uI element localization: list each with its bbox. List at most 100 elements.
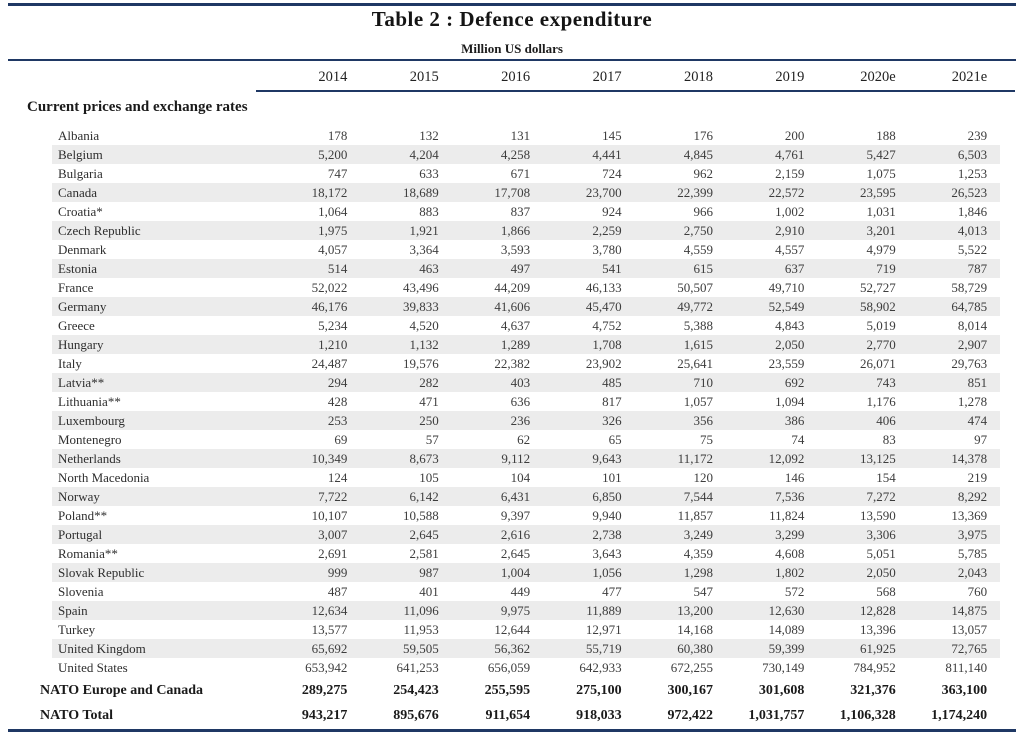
value-cell: 514 xyxy=(327,260,348,276)
value-cell: 719 xyxy=(876,260,896,276)
table-row: Spain 12,634 11,096 9,975 11,889 13,200 12,630… xyxy=(52,601,1000,620)
value-cell: 474 xyxy=(967,412,988,428)
value-cell: 23,559 xyxy=(768,355,805,371)
value-cell: 6,142 xyxy=(409,488,439,504)
value-cell: 253 xyxy=(327,412,348,428)
value-cell: 401 xyxy=(419,583,439,599)
value-cell: 1,866 xyxy=(500,222,531,238)
value-cell: 386 xyxy=(784,412,805,428)
value-cell: 7,536 xyxy=(775,488,805,504)
value-cell: 46,176 xyxy=(311,298,348,314)
value-cell: 61,925 xyxy=(859,640,896,656)
value-cell: 2,750 xyxy=(683,222,713,238)
value-cell: 4,559 xyxy=(683,241,713,257)
value-cell: 428 xyxy=(327,393,348,409)
value-cell: 962 xyxy=(693,165,713,181)
value-cell: 250 xyxy=(419,412,439,428)
value-cell: 5,234 xyxy=(318,317,348,333)
total-row: NATO Total 943,217 895,676 911,654 918,033 97… xyxy=(40,703,1000,728)
value-cell: 572 xyxy=(784,583,805,599)
value-cell: 219 xyxy=(967,469,988,485)
value-cell: 13,577 xyxy=(311,621,348,637)
country-label: Hungary xyxy=(58,336,104,352)
total-value-cell: 895,676 xyxy=(393,707,439,723)
table-row: Norway 7,722 6,142 6,431 6,850 7,544 7,536 7,27… xyxy=(52,487,1000,506)
value-cell: 1,253 xyxy=(957,165,988,181)
header-top-rule xyxy=(8,59,1016,61)
value-cell: 1,921 xyxy=(409,222,439,238)
table-row: Portugal 3,007 2,645 2,616 2,738 3,249 3,299 3,… xyxy=(52,525,1000,544)
value-cell: 1,708 xyxy=(592,336,622,352)
value-cell: 449 xyxy=(510,583,531,599)
country-label: Luxembourg xyxy=(58,412,125,428)
total-value-cell: 943,217 xyxy=(301,707,348,723)
country-label: Slovenia xyxy=(58,583,104,599)
country-label: United States xyxy=(58,659,128,675)
value-cell: 39,833 xyxy=(403,298,439,314)
value-cell: 44,209 xyxy=(494,279,531,295)
value-cell: 49,710 xyxy=(768,279,805,295)
value-cell: 55,719 xyxy=(585,640,622,656)
value-cell: 124 xyxy=(327,469,348,485)
value-cell: 4,637 xyxy=(500,317,531,333)
value-cell: 615 xyxy=(693,260,713,276)
value-cell: 23,902 xyxy=(585,355,622,371)
table-subtitle: Million US dollars xyxy=(461,41,563,56)
value-cell: 1,002 xyxy=(775,203,805,219)
value-cell: 787 xyxy=(967,260,988,276)
value-cell: 924 xyxy=(602,203,622,219)
value-cell: 52,549 xyxy=(768,298,805,314)
year-column-header: 2019 xyxy=(775,69,805,85)
value-cell: 282 xyxy=(419,374,439,390)
value-cell: 8,673 xyxy=(409,450,439,466)
value-cell: 656,059 xyxy=(487,659,531,675)
value-cell: 18,689 xyxy=(403,184,439,200)
value-cell: 3,299 xyxy=(775,526,805,542)
value-cell: 97 xyxy=(974,431,988,447)
value-cell: 101 xyxy=(602,469,622,485)
value-cell: 2,645 xyxy=(409,526,439,542)
value-cell: 2,616 xyxy=(500,526,531,542)
value-cell: 23,700 xyxy=(585,184,622,200)
value-cell: 49,772 xyxy=(677,298,713,314)
value-cell: 5,522 xyxy=(957,241,988,257)
year-column-header: 2014 xyxy=(318,69,348,85)
value-cell: 2,581 xyxy=(409,545,439,561)
table-row: Montenegro 69 57 62 65 75 74 83 97 xyxy=(52,430,1000,449)
country-label: Italy xyxy=(58,355,82,371)
year-column-header: 2018 xyxy=(683,69,713,85)
value-cell: 58,902 xyxy=(859,298,896,314)
value-cell: 3,249 xyxy=(683,526,713,542)
value-cell: 547 xyxy=(693,583,713,599)
value-cell: 1,057 xyxy=(683,393,713,409)
value-cell: 10,107 xyxy=(311,507,348,523)
value-cell: 145 xyxy=(602,127,622,143)
value-cell: 2,050 xyxy=(866,564,896,580)
total-value-cell: 911,654 xyxy=(485,707,531,723)
value-cell: 747 xyxy=(327,165,348,181)
total-value-cell: 1,174,240 xyxy=(931,707,988,723)
table-row: Canada 18,172 18,689 17,708 23,700 22,399 22,5… xyxy=(52,183,1000,202)
bottom-rule xyxy=(8,729,1016,732)
value-cell: 146 xyxy=(784,469,805,485)
total-rows: NATO Europe and Canada 289,275 254,423 255,… xyxy=(40,678,1000,728)
country-label: Netherlands xyxy=(58,450,121,466)
country-label: France xyxy=(58,279,94,295)
country-label: Canada xyxy=(58,184,97,200)
value-cell: 11,953 xyxy=(403,621,439,637)
value-cell: 10,349 xyxy=(311,450,348,466)
value-cell: 5,200 xyxy=(318,146,348,162)
value-cell: 811,140 xyxy=(945,659,988,675)
value-cell: 497 xyxy=(510,260,531,276)
value-cell: 1,064 xyxy=(318,203,348,219)
value-cell: 4,843 xyxy=(775,317,805,333)
value-cell: 672,255 xyxy=(670,659,713,675)
value-cell: 7,544 xyxy=(683,488,713,504)
value-cell: 356 xyxy=(693,412,713,428)
value-cell: 3,780 xyxy=(592,241,622,257)
year-column-header: 2017 xyxy=(592,69,622,85)
table-row: Czech Republic 1,975 1,921 1,866 2,259 2,750 2… xyxy=(52,221,1000,240)
value-cell: 1,094 xyxy=(775,393,805,409)
value-cell: 4,057 xyxy=(318,241,348,257)
